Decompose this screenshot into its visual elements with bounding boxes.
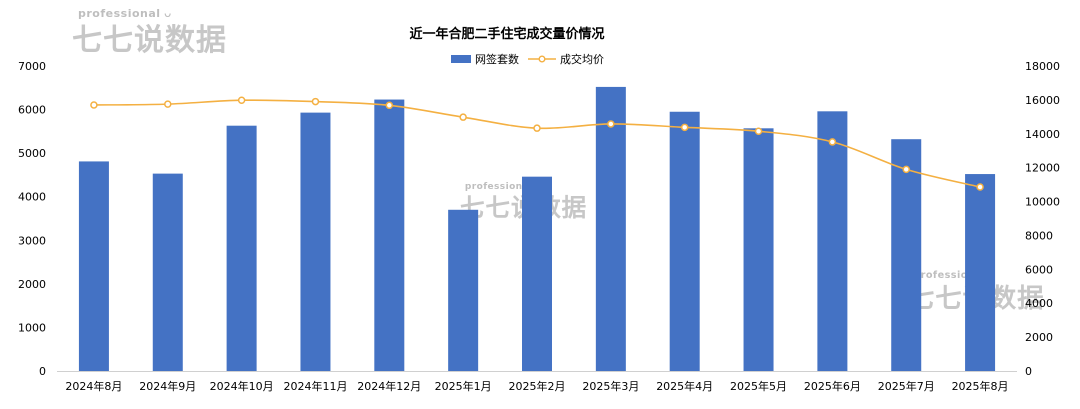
y-right-tick-label: 16000 (1025, 94, 1060, 107)
bar (152, 173, 183, 371)
bar (300, 112, 331, 371)
y-left-tick-label: 7000 (18, 60, 46, 73)
watermark-tagline: professional (913, 270, 986, 281)
price-point (237, 96, 246, 104)
y-right-tick-label: 18000 (1025, 60, 1060, 73)
legend-label-bar: 网签套数 (475, 52, 519, 66)
bar (743, 128, 774, 371)
x-tick-label: 2025年6月 (804, 379, 861, 393)
y-right-tick-label: 2000 (1025, 331, 1053, 344)
line-series (90, 96, 984, 191)
bar (965, 174, 996, 371)
bar-series (78, 86, 996, 372)
bar (374, 99, 405, 372)
x-tick-label: 2024年12月 (357, 379, 421, 393)
price-point (311, 97, 320, 106)
y-right-tick-label: 6000 (1025, 263, 1053, 276)
x-tick-label: 2025年2月 (509, 379, 566, 393)
x-tick-label: 2025年8月 (952, 379, 1009, 393)
bar (669, 111, 700, 371)
legend-item-bar: 网签套数 (451, 52, 519, 66)
price-point (828, 138, 837, 146)
price-point (754, 127, 763, 135)
price-point (902, 165, 910, 174)
bar (522, 176, 552, 371)
bar (891, 139, 922, 371)
bar (226, 125, 257, 371)
y-right-tick-label: 0 (1025, 365, 1032, 378)
y-left-tick-label: 4000 (18, 191, 46, 204)
x-tick-label: 2024年10月 (210, 379, 274, 393)
price-point (533, 124, 541, 132)
x-tick-label: 2025年7月 (878, 379, 935, 393)
watermark-brand: 七七说数据 (72, 23, 227, 58)
bar (817, 111, 848, 372)
y-right-tick-label: 12000 (1025, 162, 1060, 175)
x-tick-label: 2024年9月 (139, 379, 196, 393)
x-tick-label: 2025年3月 (582, 379, 639, 393)
legend-swatch-marker (538, 55, 546, 63)
y-left-tick-label: 5000 (18, 147, 46, 160)
bar (595, 86, 626, 372)
legend-item-line: 成交均价 (528, 52, 604, 66)
y-left-tick-label: 1000 (18, 321, 46, 334)
y-right-tick-label: 14000 (1025, 128, 1060, 141)
y-left-tick-label: 3000 (18, 234, 46, 247)
price-point (976, 183, 984, 191)
watermark-smile-icon: ᴗ (164, 6, 171, 20)
price-point (90, 101, 98, 109)
watermark-tagline: professional (465, 182, 533, 192)
price-point (680, 123, 689, 132)
y-right-tick-label: 8000 (1025, 229, 1053, 242)
x-tick-label: 2025年4月 (656, 379, 713, 393)
bar (78, 161, 109, 371)
price-point (164, 100, 172, 108)
x-tick-label: 2024年8月 (65, 379, 122, 393)
chart-axes: 0 1000 2000 3000 4000 5000 6000 7000 0 2000 4000 60… (18, 60, 1060, 393)
chart-legend: 网签套数 成交均价 (451, 52, 604, 66)
y-right-tick-label: 4000 (1025, 297, 1053, 310)
chart-title: 近一年合肥二手住宅成交量价情况 (409, 26, 604, 42)
x-tick-label: 2025年1月 (435, 379, 492, 393)
legend-swatch-bar (451, 55, 471, 63)
bar (448, 209, 479, 371)
legend-label-line: 成交均价 (560, 52, 604, 66)
x-tick-label: 2024年11月 (283, 379, 347, 393)
watermark-tagline: professional (78, 7, 161, 20)
y-left-tick-label: 6000 (18, 104, 46, 117)
price-point (607, 120, 615, 128)
x-tick-label: 2025年5月 (730, 379, 787, 393)
watermark-1: professional ᴗ 七七说数据 (72, 6, 227, 58)
y-left-tick-label: 2000 (18, 278, 46, 291)
y-left-tick-label: 0 (39, 365, 46, 378)
price-point (459, 113, 467, 121)
y-right-tick-label: 10000 (1025, 196, 1060, 209)
price-point (385, 101, 394, 110)
